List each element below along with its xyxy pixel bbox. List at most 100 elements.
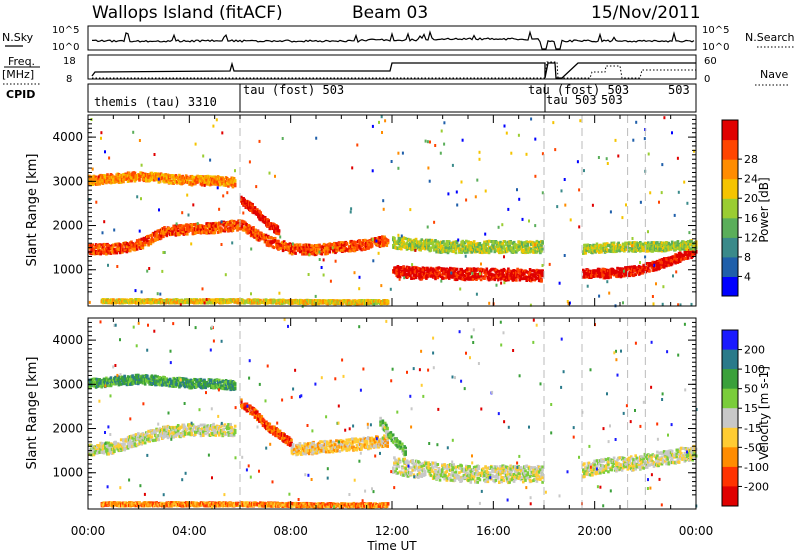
heatmap-cell <box>520 248 524 252</box>
heatmap-cell <box>466 250 469 254</box>
heatmap-cell <box>517 240 520 244</box>
heatmap-cell <box>102 251 106 255</box>
heatmap-cell <box>493 250 497 254</box>
heatmap-cell <box>386 241 390 245</box>
heatmap-cell <box>248 225 252 229</box>
heatmap-cell <box>603 268 607 271</box>
heatmap-cell <box>302 246 305 250</box>
heatmap-cell <box>631 265 634 269</box>
heatmap-cell <box>138 238 141 242</box>
heatmap-cell <box>485 250 489 254</box>
heatmap-cell <box>532 244 535 248</box>
heatmap-cell <box>154 235 157 239</box>
heatmap-cell <box>143 243 147 247</box>
heatmap-cell <box>508 269 511 273</box>
heatmap-cell <box>317 246 320 249</box>
cpid-segment-3: tau 503 <box>546 93 597 107</box>
heatmap-cell <box>231 185 235 189</box>
heatmap-cell <box>650 263 653 267</box>
heatmap-cell <box>468 272 471 275</box>
heatmap-cell <box>253 208 257 212</box>
heatmap-cell <box>382 237 385 241</box>
freq-tick-bottom: 8 <box>66 74 72 85</box>
heatmap-cell <box>582 252 585 255</box>
heatmap-cell <box>444 269 447 273</box>
heatmap-cell <box>117 298 121 302</box>
heatmap-cell <box>463 250 467 254</box>
heatmap-cell <box>428 238 432 242</box>
heatmap-cell <box>130 178 133 182</box>
heatmap-cell <box>213 181 216 185</box>
heatmap-cell <box>240 225 244 229</box>
heatmap-cell <box>145 240 148 244</box>
heatmap-cell <box>414 237 418 241</box>
heatmap-cell <box>652 268 656 272</box>
heatmap-cell <box>216 230 220 234</box>
heatmap-cell <box>243 198 246 202</box>
nsky-strip: N.Sky 10^5 10^0 10^5 10^0 N.Search <box>2 25 795 53</box>
heatmap-cell <box>541 241 544 245</box>
heatmap-cell <box>178 233 181 237</box>
heatmap-cell <box>471 242 475 246</box>
heatmap-cell <box>417 269 420 273</box>
heatmap-cell <box>458 250 461 254</box>
heatmap-cell <box>449 275 452 279</box>
heatmap-cell <box>147 234 150 238</box>
heatmap-cell <box>692 243 696 247</box>
heatmap-cell <box>322 242 326 246</box>
heatmap-cell <box>253 206 257 210</box>
heatmap-cell <box>269 243 272 247</box>
heatmap-cell <box>166 173 170 177</box>
heatmap-cell <box>655 268 658 272</box>
heatmap-cell <box>502 246 506 250</box>
heatmap-cell <box>110 250 114 254</box>
heatmap-cell <box>609 274 612 278</box>
heatmap-cell <box>305 252 309 256</box>
heatmap-cell <box>618 248 622 252</box>
heatmap-cell <box>487 239 491 243</box>
heatmap-cell <box>678 254 682 258</box>
heatmap-cell <box>158 178 162 182</box>
heatmap-cell <box>279 246 283 250</box>
heatmap-cell <box>463 249 467 253</box>
heatmap-cell <box>310 248 313 252</box>
heatmap-cell <box>329 247 333 251</box>
heatmap-cell <box>655 249 658 252</box>
heatmap-cell <box>673 257 676 261</box>
heatmap-cell <box>345 242 349 246</box>
heatmap-cell <box>605 242 609 246</box>
heatmap-cell <box>176 229 180 233</box>
heatmap-cell <box>288 242 292 246</box>
heatmap-cell <box>106 173 109 177</box>
heatmap-cell <box>268 239 271 243</box>
heatmap-cell <box>367 245 370 249</box>
heatmap-cell <box>649 247 652 251</box>
cpid-label: CPID <box>6 88 35 101</box>
heatmap-cell <box>434 277 437 281</box>
heatmap-cell <box>273 240 277 244</box>
heatmap-cell <box>625 248 628 252</box>
heatmap-cell <box>431 244 435 248</box>
heatmap-cell <box>429 246 433 250</box>
heatmap-cell <box>633 265 636 269</box>
heatmap-cell <box>594 244 598 248</box>
heatmap-cell <box>633 241 636 245</box>
heatmap-cell <box>167 181 171 185</box>
heatmap-cell <box>504 242 508 246</box>
heatmap-cell <box>480 251 484 255</box>
heatmap-cell <box>163 178 166 182</box>
heatmap-cell <box>642 249 645 253</box>
heatmap-cell <box>317 247 320 251</box>
heatmap-cell <box>670 240 674 244</box>
heatmap-cell <box>276 226 280 230</box>
heatmap-cell <box>246 231 250 235</box>
heatmap-cell <box>583 271 586 275</box>
heatmap-cell <box>398 269 402 273</box>
heatmap-cell <box>525 276 528 279</box>
heatmap-cell <box>277 232 281 236</box>
heatmap-cell <box>541 247 544 251</box>
heatmap-cell <box>627 242 631 246</box>
heatmap-cell <box>341 243 344 247</box>
heatmap-cell <box>105 179 108 183</box>
